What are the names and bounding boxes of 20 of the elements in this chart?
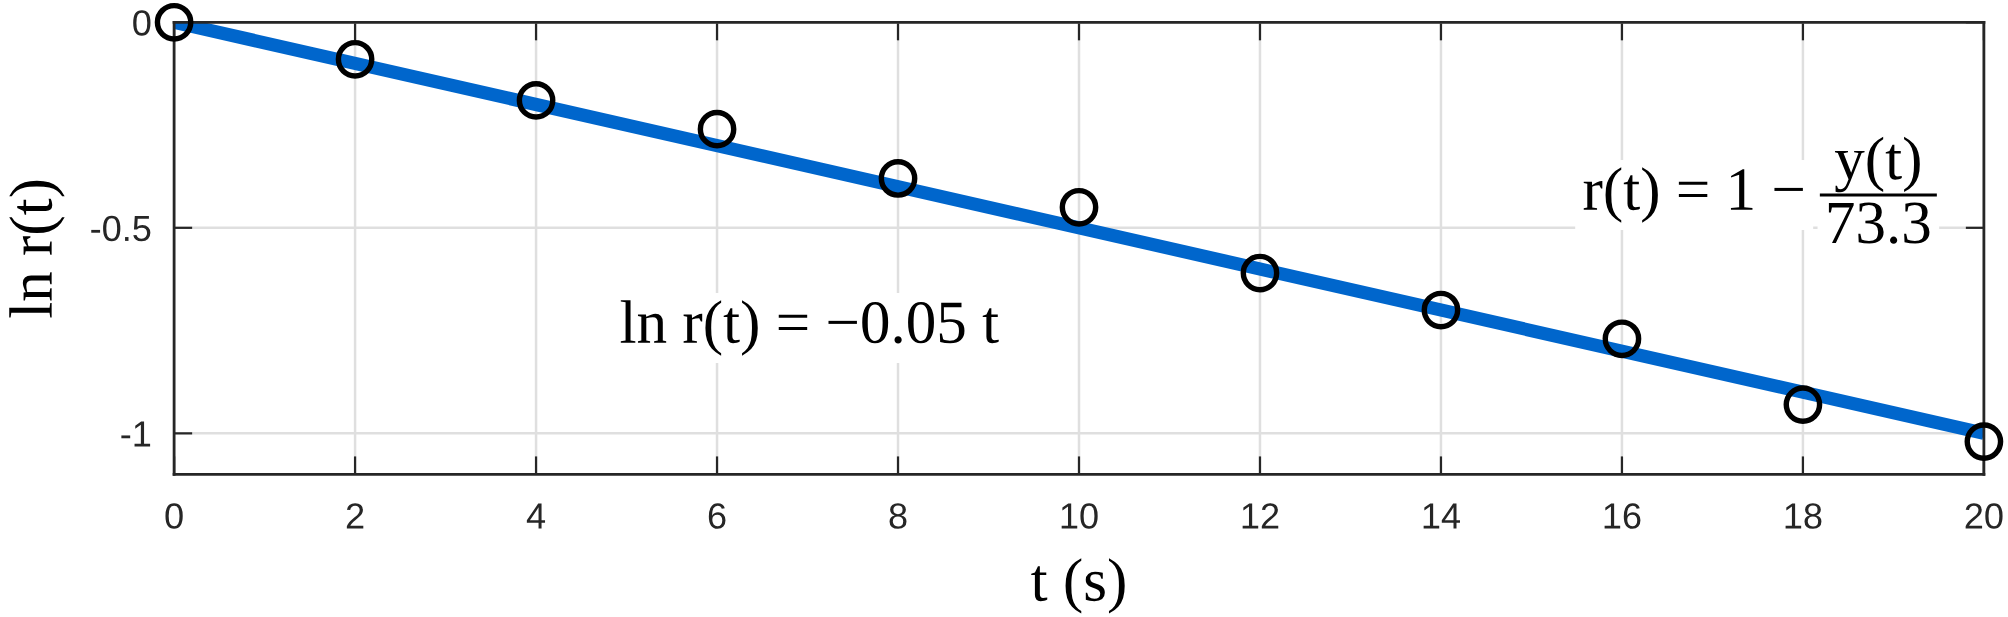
x-tick-label: 2 (346, 503, 364, 529)
y-tick-label: -0.5 (91, 215, 151, 242)
annotation: ln r(t) = −0.05 t (620, 300, 999, 356)
x-tick-label: 14 (1423, 503, 1460, 529)
x-axis-title: t (s) (1031, 558, 1125, 614)
annotation: 73.3 (1828, 202, 1930, 244)
y-tick-label: 0 (133, 10, 151, 36)
x-tick-label: 10 (1061, 503, 1098, 529)
x-tick-label: 16 (1604, 503, 1641, 529)
x-tick-label: 18 (1785, 503, 1822, 529)
annotation: y(t) (1834, 136, 1920, 193)
y-axis-title: ln r(t) (9, 180, 65, 318)
x-tick-label: 4 (526, 503, 546, 529)
x-tick-label: 12 (1242, 503, 1279, 529)
x-tick-label: 8 (889, 503, 907, 529)
x-tick-label: 0 (165, 503, 183, 529)
annotation: r(t) = 1 − (1583, 167, 1803, 223)
y-tick-label: -1 (121, 421, 151, 447)
x-tick-label: 6 (708, 503, 726, 529)
x-tick-label: 20 (1965, 503, 2003, 529)
